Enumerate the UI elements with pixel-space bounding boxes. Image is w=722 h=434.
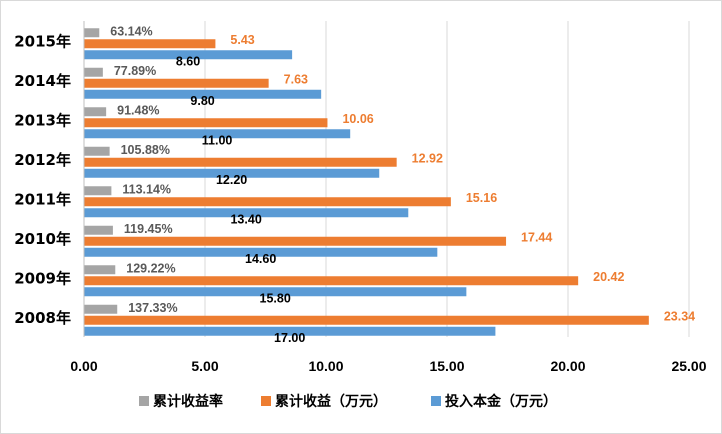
category-label: 2014年 — [14, 72, 71, 90]
data-label: 77.89% — [114, 64, 156, 78]
x-tick-label: 5.00 — [191, 358, 218, 374]
category-label: 2009年 — [14, 269, 71, 287]
x-tick-label: 15.00 — [429, 358, 464, 374]
bar-earnings — [84, 118, 328, 128]
bar-rate — [84, 107, 107, 117]
category-label: 2015年 — [14, 32, 71, 50]
data-label: 11.00 — [202, 133, 233, 147]
bar-earnings — [84, 78, 269, 88]
category-label: 2011年 — [14, 190, 71, 208]
bar-rate — [84, 304, 118, 314]
bar-earnings — [84, 315, 649, 325]
bar-principal — [84, 247, 438, 257]
data-label: 14.60 — [245, 252, 276, 266]
bar-rate — [84, 28, 100, 38]
data-label: 12.92 — [412, 151, 443, 165]
legend-swatch — [261, 396, 271, 406]
data-label: 17.44 — [521, 230, 552, 244]
data-label: 10.06 — [342, 112, 373, 126]
category-label: 2012年 — [14, 151, 71, 169]
bar-rate — [84, 265, 116, 275]
legend-label: 累计收益率 — [153, 393, 223, 410]
legend-label: 投入本金（万元） — [445, 393, 557, 410]
x-tick-label: 20.00 — [550, 358, 585, 374]
data-label: 137.33% — [128, 301, 177, 315]
bar-rate — [84, 67, 103, 77]
data-label: 23.34 — [664, 309, 695, 323]
legend-label: 累计收益（万元） — [275, 393, 387, 410]
data-label: 17.00 — [274, 331, 305, 345]
bar-earnings — [84, 39, 216, 49]
data-label: 113.14% — [122, 182, 171, 196]
bar-rate — [84, 186, 112, 196]
bar-principal — [84, 168, 380, 178]
data-label: 7.63 — [284, 72, 308, 86]
data-label: 9.80 — [190, 94, 214, 108]
data-label: 91.48% — [117, 103, 159, 117]
data-label: 15.16 — [466, 191, 497, 205]
data-label: 119.45% — [124, 222, 173, 236]
bar-principal — [84, 50, 293, 60]
bar-principal — [84, 326, 496, 336]
data-label: 15.80 — [260, 291, 291, 305]
data-label: 8.60 — [176, 54, 200, 68]
data-label: 20.42 — [593, 270, 624, 284]
bar-principal — [84, 287, 467, 297]
x-tick-label: 25.00 — [671, 358, 706, 374]
data-label: 5.43 — [230, 33, 254, 47]
data-label: 63.14% — [110, 24, 152, 38]
data-label: 13.40 — [230, 212, 261, 226]
data-label: 105.88% — [121, 143, 170, 157]
bar-principal — [84, 208, 409, 218]
x-tick-label: 10.00 — [308, 358, 343, 374]
bar-earnings — [84, 197, 451, 207]
bar-principal — [84, 129, 351, 139]
legend-swatch — [139, 396, 149, 406]
bar-rate — [84, 146, 110, 156]
bar-earnings — [84, 236, 507, 246]
category-label: 2008年 — [14, 309, 71, 327]
bar-rate — [84, 225, 113, 235]
bar-principal — [84, 89, 322, 99]
legend-swatch — [431, 396, 441, 406]
data-label: 12.20 — [216, 173, 247, 187]
data-label: 129.22% — [126, 261, 175, 275]
x-tick-label: 0.00 — [70, 358, 97, 374]
bar-earnings — [84, 276, 579, 286]
category-label: 2013年 — [14, 111, 71, 129]
bar-earnings — [84, 157, 397, 167]
category-label: 2010年 — [14, 230, 71, 248]
